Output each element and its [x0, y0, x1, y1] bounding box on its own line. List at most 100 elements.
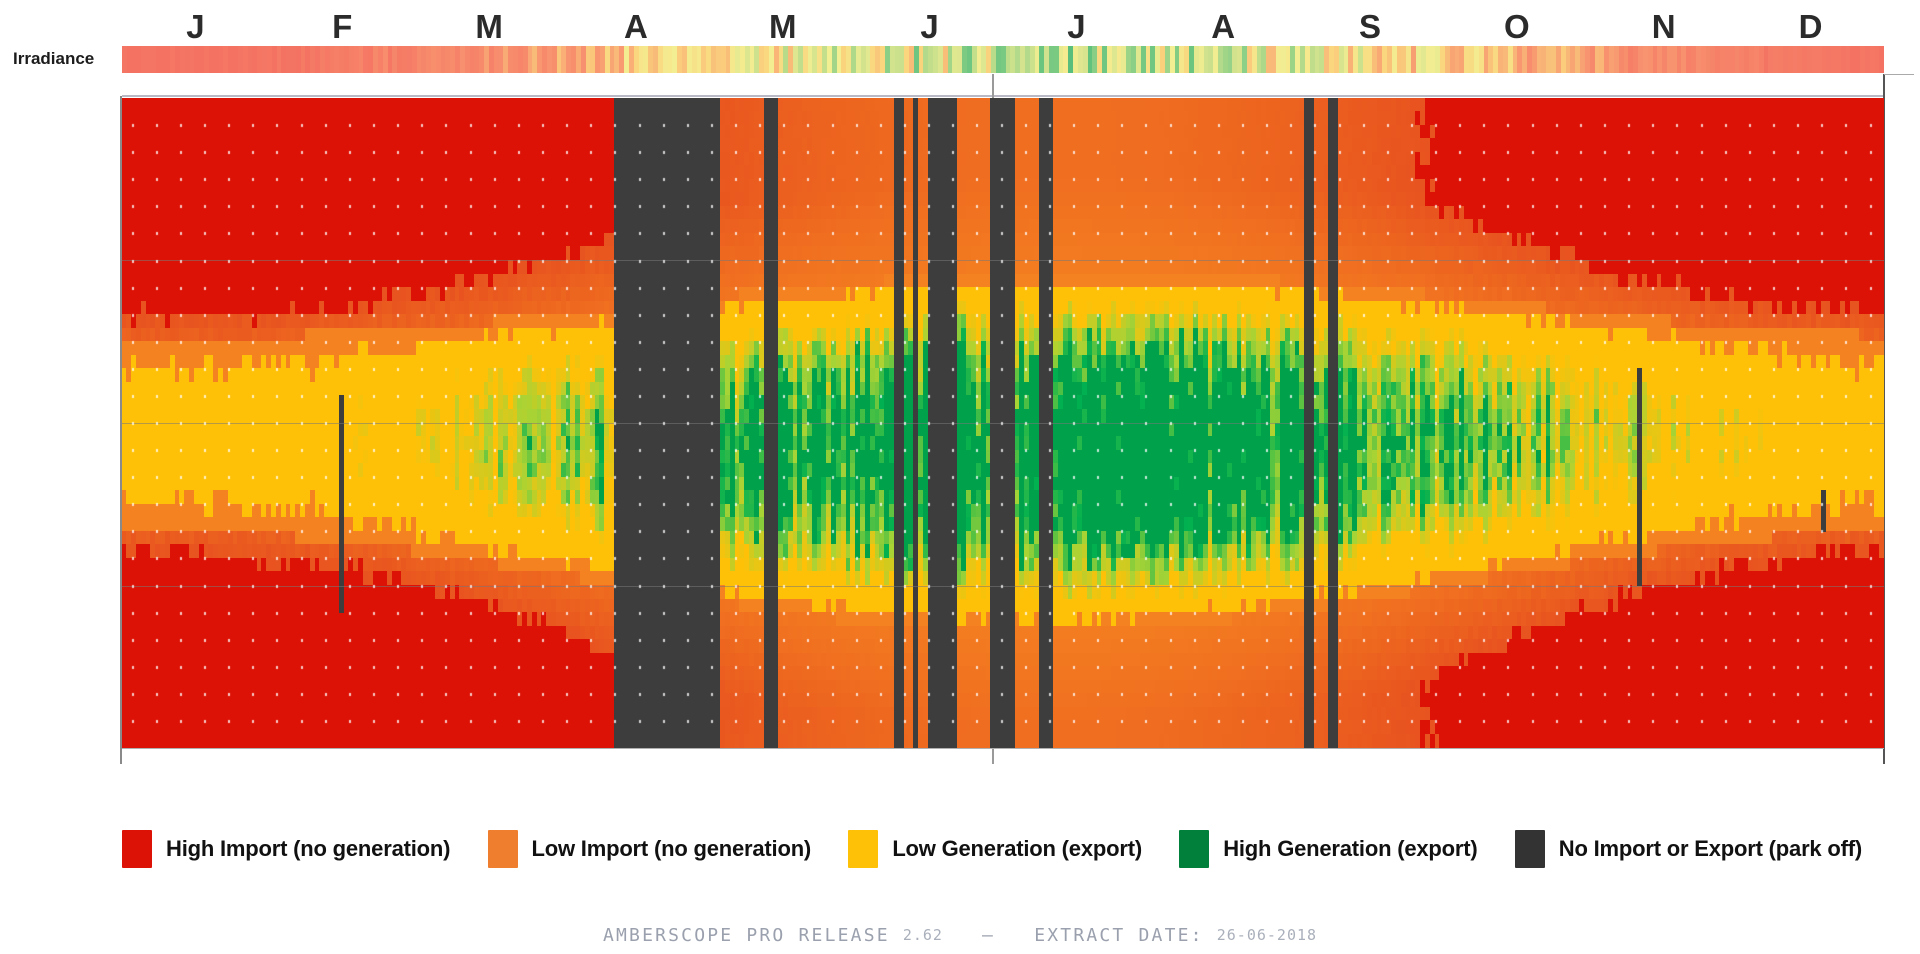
irradiance-day-cell	[1575, 46, 1581, 73]
irradiance-day-cell	[532, 46, 538, 73]
irradiance-day-cell	[851, 46, 856, 73]
irradiance-day-cell	[1657, 46, 1663, 73]
irradiance-day-cell	[1049, 46, 1054, 73]
legend-item-high-generation[interactable]: High Generation (export)	[1179, 830, 1478, 868]
irradiance-day-cell	[619, 46, 625, 73]
irradiance-day-cell	[184, 46, 190, 73]
irradiance-day-cell	[262, 46, 267, 73]
irradiance-day-cell	[691, 46, 697, 73]
irradiance-day-cell	[1589, 46, 1595, 73]
irradiance-day-cell	[696, 46, 702, 73]
irradiance-day-cell	[459, 46, 465, 73]
irradiance-day-cell	[764, 46, 769, 73]
irradiance-day-cell	[1768, 46, 1774, 73]
legend-item-high-import[interactable]: High Import (no generation)	[122, 830, 450, 868]
plot-bottom-rule	[122, 748, 1884, 749]
irradiance-day-cell	[1280, 46, 1286, 73]
irradiance-day-cell	[1058, 46, 1064, 73]
irradiance-day-cell	[1401, 46, 1407, 73]
irradiance-day-cell	[1763, 46, 1769, 73]
irradiance-day-cell	[754, 46, 760, 73]
irradiance-day-cell	[1787, 46, 1793, 73]
irradiance-day-cell	[233, 46, 238, 73]
irradiance-day-cell	[1343, 46, 1349, 73]
irradiance-day-cell	[368, 46, 374, 73]
irradiance-day-cell	[841, 46, 847, 73]
irradiance-day-cell	[1613, 46, 1619, 73]
irradiance-day-cell	[1358, 46, 1363, 73]
carpet-canvas[interactable]	[122, 98, 1884, 748]
irradiance-day-cell	[1053, 46, 1059, 73]
irradiance-day-cell	[966, 46, 972, 73]
irradiance-day-cell	[817, 46, 823, 73]
irradiance-day-cell	[986, 46, 992, 73]
irradiance-day-cell	[508, 46, 514, 73]
legend-label-low-import: Low Import (no generation)	[531, 836, 812, 861]
irradiance-day-cell	[1792, 46, 1798, 73]
irradiance-day-cell	[1512, 46, 1518, 73]
irradiance-day-cell	[358, 46, 364, 73]
irradiance-day-cell	[1324, 46, 1330, 73]
irradiance-day-cell	[1536, 46, 1542, 73]
irradiance-day-cell	[768, 46, 774, 73]
irradiance-day-cell	[1498, 46, 1503, 73]
irradiance-day-cell	[1459, 46, 1465, 73]
irradiance-day-cell	[928, 46, 934, 73]
legend-item-park-off[interactable]: No Import or Export (park off)	[1514, 830, 1862, 868]
irradiance-day-cell	[1425, 46, 1431, 73]
irradiance-day-cell	[440, 46, 446, 73]
irradiance-day-cell	[1135, 46, 1141, 73]
legend-item-low-import[interactable]: Low Import (no generation)	[487, 830, 812, 868]
irradiance-day-cell	[1454, 46, 1460, 73]
irradiance-day-cell	[662, 46, 668, 73]
irradiance-day-cell	[686, 46, 692, 73]
irradiance-day-cell	[155, 46, 161, 73]
legend-label-low-generation: Low Generation (export)	[892, 836, 1142, 861]
irradiance-day-cell	[1599, 46, 1605, 73]
legend-item-low-generation[interactable]: Low Generation (export)	[848, 830, 1142, 868]
irradiance-day-cell	[1584, 46, 1590, 73]
irradiance-day-cell	[1150, 46, 1156, 73]
irradiance-day-cell	[1695, 46, 1701, 73]
irradiance-day-cell	[1633, 46, 1639, 73]
irradiance-day-cell	[266, 46, 272, 73]
irradiance-day-cell	[1382, 46, 1387, 73]
irradiance-day-cell	[1720, 46, 1725, 73]
irradiance-day-cell	[218, 46, 224, 73]
irradiance-day-cell	[179, 46, 185, 73]
irradiance-day-cell	[1594, 46, 1600, 73]
irradiance-day-cell	[1638, 46, 1643, 73]
irradiance-day-cell	[773, 46, 779, 73]
carpet-heatmap[interactable]	[122, 98, 1884, 748]
irradiance-day-cell	[1121, 46, 1127, 73]
irradiance-day-cell	[1715, 46, 1721, 73]
irradiance-day-cell	[1773, 46, 1779, 73]
irradiance-day-cell	[614, 46, 620, 73]
irradiance-day-cell	[479, 46, 485, 73]
irradiance-day-cell	[1285, 46, 1291, 73]
irradiance-day-cell	[126, 46, 132, 73]
irradiance-day-cell	[1811, 46, 1817, 73]
irradiance-day-cell	[1275, 46, 1281, 73]
legend-label-high-import: High Import (no generation)	[166, 836, 451, 861]
month-label-0: J	[186, 7, 205, 45]
irradiance-day-cell	[1000, 46, 1006, 73]
irradiance-day-cell	[1116, 46, 1122, 73]
irradiance-day-cell	[223, 46, 229, 73]
month-label-9: O	[1504, 7, 1530, 45]
irradiance-day-cell	[542, 46, 547, 73]
irradiance-day-cell	[1493, 46, 1499, 73]
irradiance-day-cell	[551, 46, 557, 73]
irradiance-day-cell	[1174, 46, 1180, 73]
irradiance-day-cell	[1440, 46, 1445, 73]
irradiance-day-cell	[426, 46, 431, 73]
irradiance-day-cell	[682, 46, 687, 73]
irradiance-day-cell	[1063, 46, 1069, 73]
irradiance-day-cell	[826, 46, 832, 73]
irradiance-day-cell	[517, 46, 523, 73]
irradiance-day-cell	[802, 46, 808, 73]
irradiance-day-cell	[1164, 46, 1170, 73]
irradiance-day-cell	[1531, 46, 1537, 73]
irradiance-day-cell	[1821, 46, 1827, 73]
